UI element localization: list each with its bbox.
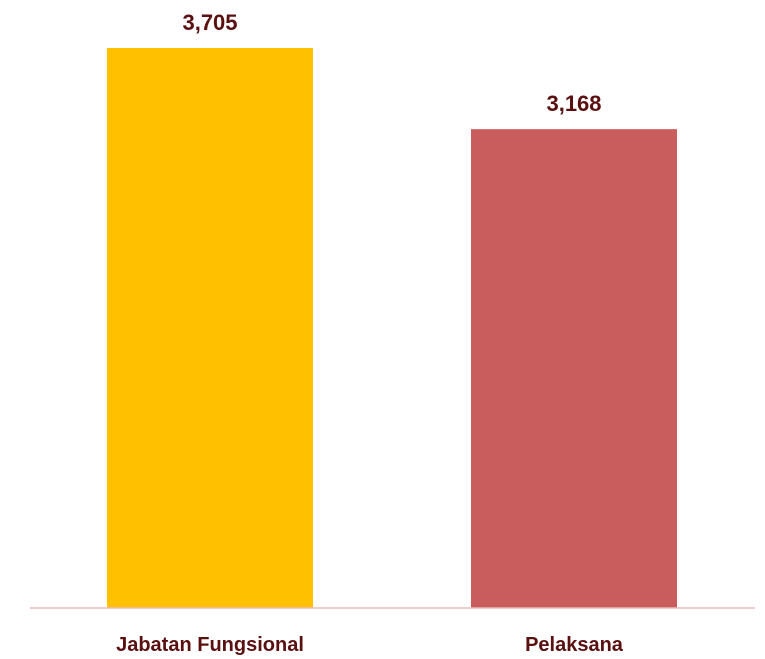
value-labels-group: 3,705 3,168 [182,10,601,116]
value-label-2: 3,168 [546,91,601,116]
bar-1 [107,48,313,608]
category-label-2: Pelaksana [525,634,624,656]
bar-2 [471,129,677,608]
category-labels-group: Jabatan Fungsional Pelaksana [116,634,624,656]
category-label-1: Jabatan Fungsional [116,634,304,656]
value-label-1: 3,705 [182,10,237,35]
bars-group [107,48,677,608]
